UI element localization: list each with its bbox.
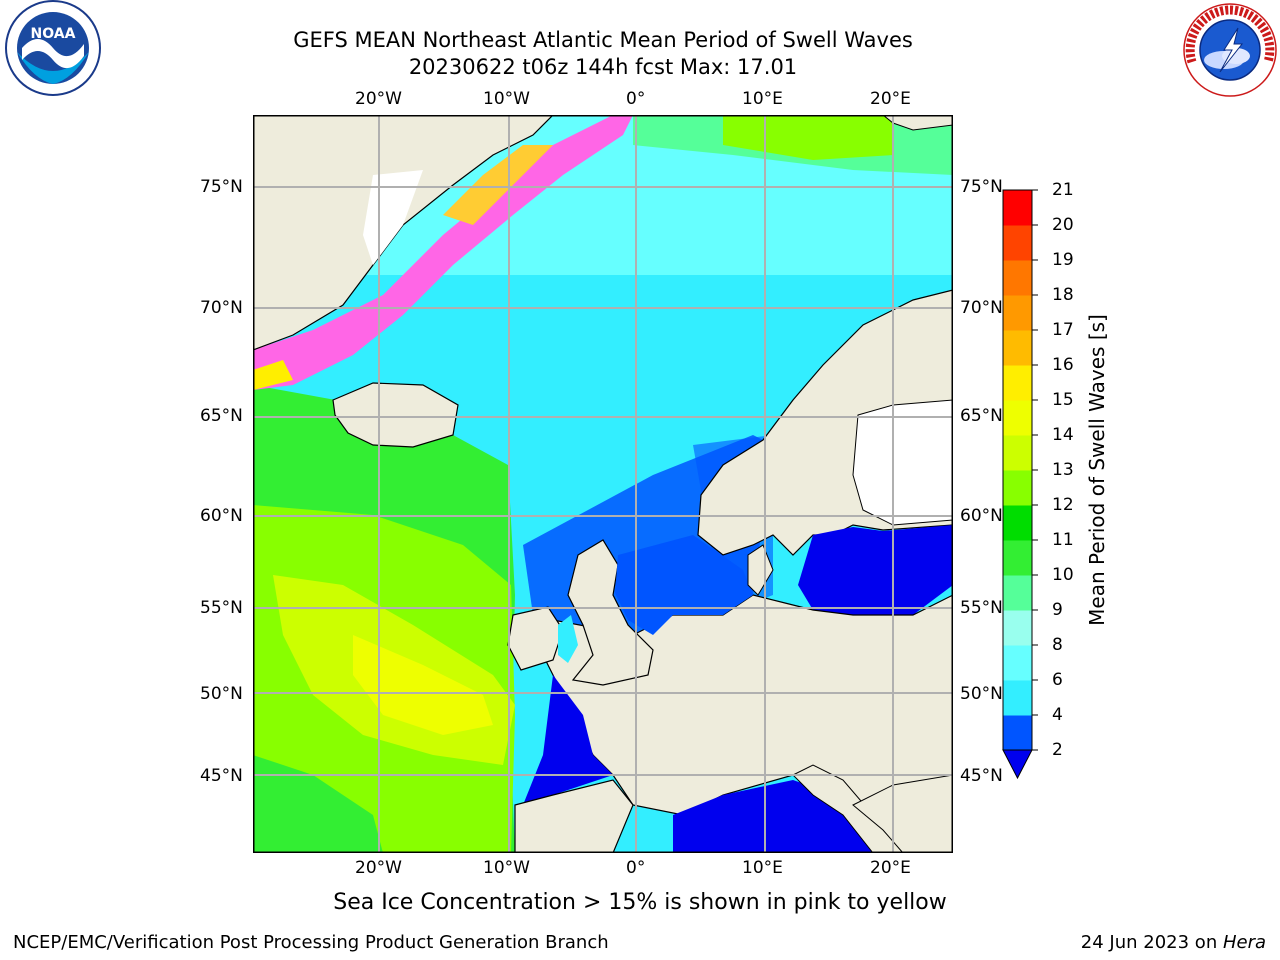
colorbar-bin [1003, 400, 1032, 436]
colorbar-tick-label: 12 [1052, 495, 1074, 515]
lon-label-bottom: 0° [626, 858, 646, 878]
chart-subtitle: 20230622 t06z 144h fcst Max: 17.01 [408, 55, 798, 79]
sea-ice-region [253, 115, 633, 390]
colorbar-bin [1003, 435, 1032, 471]
colorbar-bin [1003, 470, 1032, 506]
colorbar-tick-label: 15 [1052, 390, 1074, 410]
swell-period-map [253, 115, 953, 853]
colorbar-tick-label: 19 [1052, 250, 1074, 270]
colorbar-bin [1003, 645, 1032, 681]
colorbar-bin [1003, 365, 1032, 401]
colorbar-tick-label: 17 [1052, 320, 1074, 340]
noaa-logo: NOAA [5, 0, 101, 96]
sea-ice-caption: Sea Ice Concentration > 15% is shown in … [333, 890, 947, 915]
colorbar-bin [1003, 260, 1032, 296]
lat-label-right: 65°N [960, 406, 1003, 426]
lon-label-top: 10°W [483, 89, 530, 109]
colorbar-tick-label: 16 [1052, 355, 1074, 375]
lat-label-left: 65°N [200, 406, 243, 426]
lon-label-top: 0° [626, 89, 646, 109]
iceland [332, 382, 459, 448]
colorbar-bin [1003, 505, 1032, 541]
graticule [253, 115, 953, 853]
colorbar-tick-label: 21 [1052, 180, 1074, 200]
national-weather-service-logo [1183, 3, 1277, 97]
lat-label-right: 60°N [960, 506, 1003, 526]
colorbar-bin [1003, 330, 1032, 366]
colorbar-bin [1003, 225, 1032, 261]
colorbar-under-arrow [1002, 749, 1033, 780]
colorbar-tick-label: 18 [1052, 285, 1074, 305]
svg-text:NOAA: NOAA [31, 26, 76, 42]
lon-label-top: 20°E [870, 89, 911, 109]
colorbar-tick-label: 10 [1052, 565, 1074, 585]
lat-label-left: 70°N [200, 298, 243, 318]
lat-label-right: 55°N [960, 598, 1003, 618]
colorbar-tick-label: 20 [1052, 215, 1074, 235]
colorbar-tick-label: 11 [1052, 530, 1074, 550]
lat-label-left: 45°N [200, 766, 243, 786]
lat-label-right: 50°N [960, 684, 1003, 704]
colorbar-bin [1003, 295, 1032, 331]
lat-label-left: 60°N [200, 506, 243, 526]
footer-date-prefix: 24 Jun 2023 on [1080, 932, 1223, 953]
lon-label-top: 20°W [355, 89, 402, 109]
colorbar-tick-label: 2 [1052, 740, 1063, 760]
lat-label-left: 75°N [200, 177, 243, 197]
colorbar [1002, 189, 1038, 780]
footer-date: 24 Jun 2023 on Hera [1081, 932, 1266, 953]
lon-label-bottom: 20°W [355, 858, 402, 878]
colorbar-bin [1003, 715, 1032, 751]
colorbar-bin [1003, 540, 1032, 576]
colorbar-tick-label: 4 [1052, 705, 1063, 725]
lat-label-right: 45°N [960, 766, 1003, 786]
colorbar-bin [1003, 190, 1032, 226]
iberia [514, 779, 634, 853]
lat-label-left: 50°N [200, 684, 243, 704]
lon-label-bottom: 10°E [742, 858, 783, 878]
lon-label-bottom: 20°E [870, 858, 911, 878]
lon-label-bottom: 10°W [483, 858, 530, 878]
colorbar-bin [1003, 575, 1032, 611]
colorbar-tick-label: 13 [1052, 460, 1074, 480]
lat-label-left: 55°N [200, 598, 243, 618]
footer-credit: NCEP/EMC/Verification Post Processing Pr… [13, 932, 609, 953]
colorbar-bin [1003, 610, 1032, 646]
colorbar-bin [1003, 680, 1032, 716]
colorbar-tick-label: 14 [1052, 425, 1074, 445]
footer-host: Hera [1222, 932, 1266, 953]
colorbar-label: Mean Period of Swell Waves [s] [1085, 314, 1109, 626]
colorbar-tick-label: 9 [1052, 600, 1063, 620]
lat-label-right: 75°N [960, 177, 1003, 197]
colorbar-tick-label: 6 [1052, 670, 1063, 690]
colorbar-tick-label: 8 [1052, 635, 1063, 655]
chart-title: GEFS MEAN Northeast Atlantic Mean Period… [293, 28, 913, 52]
lon-label-top: 10°E [742, 89, 783, 109]
lat-label-right: 70°N [960, 298, 1003, 318]
